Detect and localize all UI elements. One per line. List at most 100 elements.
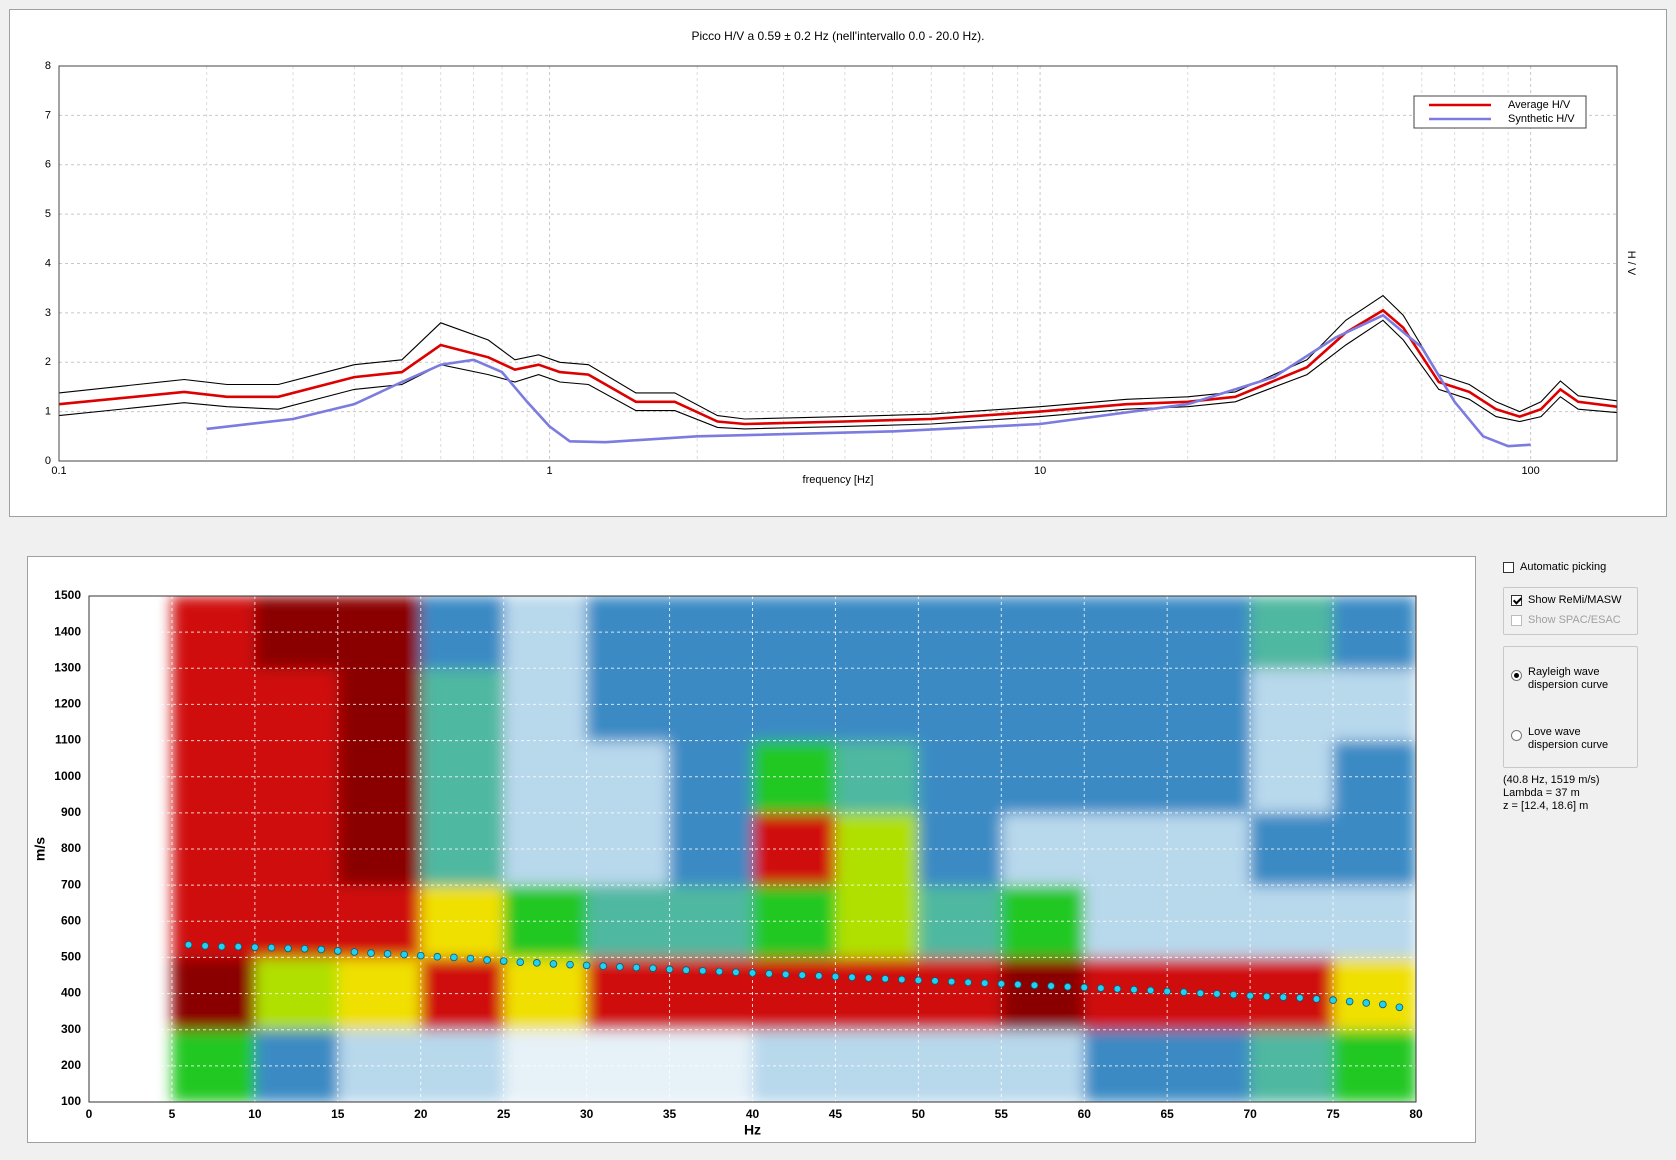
pick-point bbox=[1213, 990, 1221, 998]
label-line: dispersion curve bbox=[1528, 739, 1609, 751]
pick-point bbox=[284, 944, 292, 953]
pick-point bbox=[201, 942, 209, 950]
pick-point bbox=[1362, 999, 1371, 1007]
hv-line bbox=[58, 294, 1618, 420]
pick-point bbox=[251, 943, 259, 952]
rayleigh-option[interactable]: Rayleigh wave dispersion curve bbox=[1511, 666, 1608, 692]
hv-line bbox=[206, 313, 1531, 448]
x-tick-label: 100 bbox=[1521, 465, 1539, 477]
pick-point bbox=[615, 963, 624, 971]
y-tick-label: 700 bbox=[61, 877, 81, 891]
x-tick-label: 0.1 bbox=[51, 465, 66, 477]
heat-cell bbox=[1084, 885, 1168, 958]
x-tick-label: 40 bbox=[746, 1107, 760, 1121]
pick-point bbox=[997, 980, 1006, 988]
y-tick-label: 6 bbox=[45, 159, 51, 171]
pick-point bbox=[649, 964, 657, 973]
heat-cell bbox=[669, 957, 753, 1031]
heat-cell bbox=[171, 885, 256, 958]
legend-label: Synthetic H/V bbox=[1508, 113, 1575, 125]
pick-point bbox=[1080, 983, 1089, 992]
heat-cell bbox=[171, 596, 256, 669]
y-tick-label: 200 bbox=[61, 1058, 81, 1072]
y-tick-label: 1500 bbox=[54, 588, 81, 602]
pick-point bbox=[416, 951, 425, 960]
pick-point bbox=[715, 967, 724, 976]
heat-cell bbox=[1167, 596, 1251, 669]
heat-cell bbox=[669, 596, 753, 669]
heat-cell bbox=[1167, 885, 1251, 958]
heat-cell bbox=[669, 812, 753, 886]
checkbox[interactable] bbox=[1511, 595, 1522, 606]
pick-point bbox=[1130, 985, 1138, 994]
checkbox[interactable] bbox=[1511, 615, 1522, 626]
pick-point bbox=[267, 943, 276, 952]
pick-point bbox=[334, 947, 342, 955]
y-tick-label: 0 bbox=[45, 455, 51, 467]
y-tick-label: 3 bbox=[45, 307, 51, 319]
heat-cell bbox=[669, 740, 753, 814]
pick-point bbox=[914, 976, 923, 984]
y-tick-label: 4 bbox=[45, 257, 51, 269]
y-tick-label: 900 bbox=[61, 805, 81, 819]
checkbox[interactable] bbox=[1503, 562, 1514, 573]
pick-point bbox=[383, 950, 392, 958]
pick-point bbox=[1246, 991, 1254, 1000]
pick-point bbox=[483, 956, 491, 964]
pick-point bbox=[549, 960, 558, 968]
heat-cell bbox=[1084, 596, 1168, 669]
heat-cell bbox=[1084, 957, 1168, 1031]
pick-point bbox=[1014, 980, 1022, 989]
show-spac[interactable]: Show SPAC/ESAC bbox=[1511, 614, 1621, 627]
pick-point bbox=[831, 972, 840, 981]
x-tick-label: 35 bbox=[663, 1107, 677, 1121]
legend-box bbox=[1413, 95, 1587, 129]
plot-frame bbox=[88, 595, 1417, 1103]
x-tick-label: 5 bbox=[169, 1107, 176, 1121]
pick-point bbox=[1063, 982, 1072, 991]
pick-point bbox=[466, 954, 475, 963]
y-tick-label: 1400 bbox=[54, 624, 81, 638]
y-axis-label: H / V bbox=[1625, 251, 1637, 276]
pick-point bbox=[1163, 987, 1171, 996]
pick-point bbox=[367, 949, 375, 957]
pick-point bbox=[433, 952, 442, 961]
x-tick-label: 55 bbox=[995, 1107, 1009, 1121]
pick-point bbox=[1196, 989, 1205, 998]
heat-cell bbox=[1167, 740, 1251, 814]
heat-cell bbox=[171, 740, 256, 814]
pick-point bbox=[350, 948, 359, 956]
heat-cell bbox=[669, 885, 753, 958]
radio[interactable] bbox=[1511, 670, 1522, 681]
y-tick-label: 1300 bbox=[54, 660, 81, 674]
love-option[interactable]: Love wave dispersion curve bbox=[1511, 726, 1608, 752]
pick-point bbox=[897, 975, 906, 984]
heat-cell bbox=[1084, 1029, 1168, 1102]
pick-point bbox=[1279, 993, 1288, 1001]
heat-cell bbox=[1084, 812, 1168, 886]
automatic-picking[interactable]: Automatic picking bbox=[1503, 561, 1606, 574]
pick-point bbox=[450, 953, 458, 962]
pick-point bbox=[184, 940, 193, 949]
pick-point bbox=[947, 977, 956, 986]
y-tick-label: 1200 bbox=[54, 697, 81, 711]
x-tick-label: 60 bbox=[1078, 1107, 1092, 1121]
group-box bbox=[1503, 587, 1638, 635]
y-tick-label: 7 bbox=[45, 109, 51, 121]
show-remi[interactable]: Show ReMi/MASW bbox=[1511, 594, 1622, 607]
pick-point bbox=[732, 968, 740, 977]
pick-point bbox=[931, 977, 939, 985]
pick-point bbox=[698, 967, 707, 975]
x-tick-label: 20 bbox=[414, 1107, 428, 1121]
heat-cell bbox=[669, 1029, 753, 1102]
pick-point bbox=[964, 978, 972, 987]
pick-point bbox=[516, 958, 525, 966]
info-text: z = [12.4, 18.6] m bbox=[1503, 800, 1589, 812]
heat-cell bbox=[171, 812, 256, 886]
heat-cell bbox=[1084, 740, 1168, 814]
x-tick-label: 45 bbox=[829, 1107, 843, 1121]
radio[interactable] bbox=[1511, 730, 1522, 741]
y-tick-label: 300 bbox=[61, 1022, 81, 1036]
